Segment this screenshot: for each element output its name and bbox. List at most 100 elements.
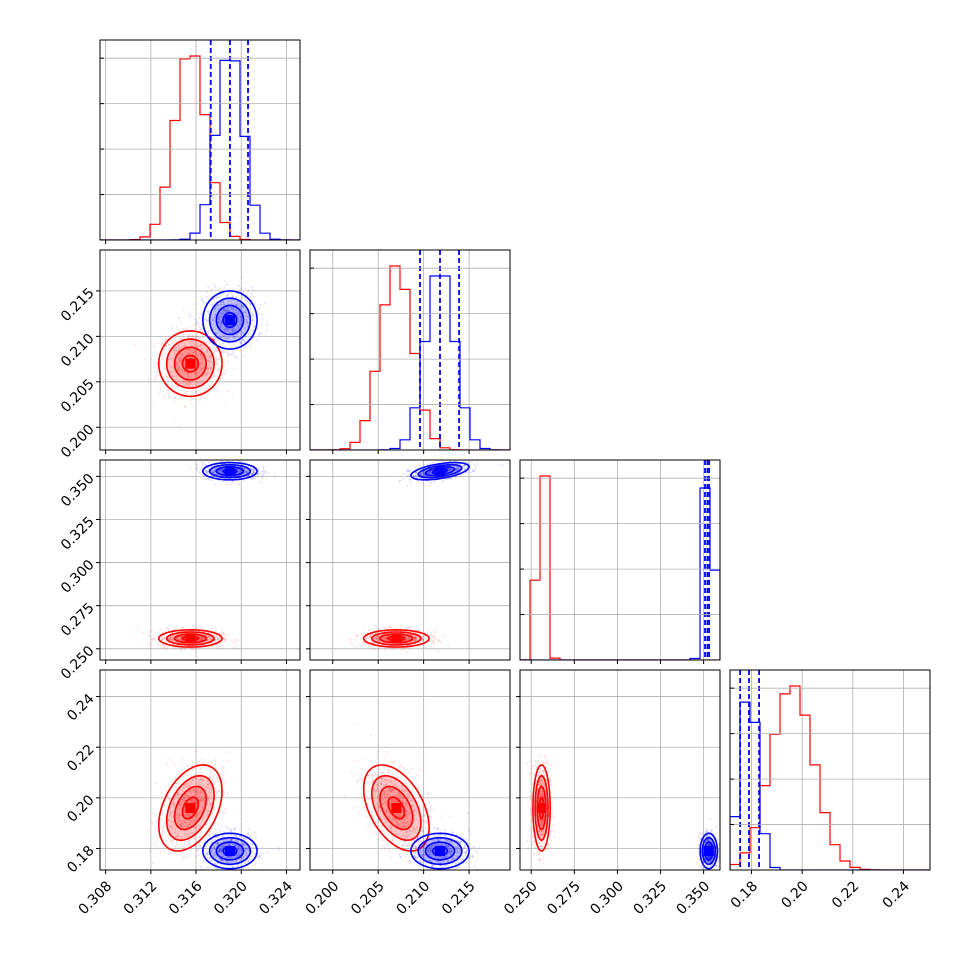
sample-point: [197, 381, 200, 384]
sample-point: [254, 831, 257, 834]
sample-point: [433, 628, 436, 631]
sample-point: [195, 349, 198, 352]
sample-point: [199, 354, 202, 356]
sample-point: [244, 298, 247, 301]
sample-point: [221, 628, 224, 631]
sample-point: [173, 640, 176, 643]
sample-point: [183, 350, 186, 353]
sample-point: [241, 304, 244, 307]
sample-point: [362, 627, 365, 630]
sample-point: [174, 349, 177, 352]
sample-point: [178, 358, 181, 361]
sample-point: [153, 345, 156, 348]
sample-point: [184, 344, 187, 347]
sample-point: [155, 827, 158, 830]
sample-point: [207, 331, 209, 334]
sample-point: [179, 353, 181, 356]
sample-point: [197, 345, 200, 348]
sample-point: [202, 359, 205, 362]
sample-point: [222, 303, 225, 305]
sample-point: [251, 289, 254, 291]
sample-point: [249, 303, 252, 306]
sample-point: [163, 367, 166, 370]
sample-point: [201, 300, 204, 303]
sample-point: [183, 405, 186, 408]
sample-point: [226, 792, 229, 795]
sample-point: [230, 302, 233, 304]
sample-point: [200, 639, 203, 642]
sample-point: [188, 385, 191, 388]
sample-point: [194, 318, 197, 321]
sample-point: [224, 309, 226, 312]
sample-point: [217, 342, 220, 345]
sample-point: [250, 478, 253, 481]
sample-point: [144, 346, 147, 349]
sample-point: [167, 392, 170, 395]
sample-point: [236, 292, 239, 295]
sample-point: [222, 301, 225, 304]
sample-point: [189, 466, 192, 469]
sample-point: [182, 382, 185, 385]
sample-point: [228, 751, 231, 754]
sample-point: [178, 356, 181, 359]
sample-point: [211, 318, 214, 321]
sample-point: [158, 392, 160, 395]
sample-point: [212, 347, 215, 350]
sample-point: [407, 470, 410, 473]
sample-point: [214, 337, 217, 340]
sample-point: [266, 323, 269, 326]
sample-point: [183, 342, 186, 345]
sample-point: [265, 850, 268, 853]
sample-point: [230, 346, 233, 349]
sample-point: [224, 639, 227, 642]
sample-point: [439, 640, 442, 643]
sample-point: [206, 351, 209, 354]
sample-point: [185, 372, 188, 374]
sample-point: [437, 639, 440, 642]
sample-point: [218, 316, 221, 319]
sample-point: [239, 315, 242, 318]
sample-point: [200, 636, 203, 639]
sample-point: [158, 641, 161, 644]
sample-point: [214, 368, 217, 371]
sample-point: [213, 338, 216, 341]
sample-point: [349, 638, 352, 641]
sample-point: [189, 340, 192, 343]
sample-point: [188, 313, 191, 316]
sample-point: [200, 353, 203, 356]
sample-point: [193, 303, 196, 306]
y-tick-label: 0.275: [58, 600, 98, 640]
sample-point: [203, 352, 206, 355]
sample-point: [161, 358, 164, 361]
sample-point: [187, 353, 190, 355]
sample-point: [223, 303, 226, 306]
sample-point: [224, 309, 227, 312]
sample-point: [233, 367, 236, 370]
sample-point: [232, 395, 235, 398]
sample-point: [188, 348, 191, 351]
sample-point: [195, 468, 198, 471]
sample-point: [180, 357, 183, 360]
sample-point: [200, 636, 202, 639]
sample-point: [212, 387, 215, 390]
sample-point: [210, 628, 213, 631]
sample-point: [201, 637, 204, 640]
sample-point: [169, 636, 172, 639]
sample-point: [198, 337, 201, 340]
sample-point: [194, 372, 197, 375]
sample-point: [194, 351, 197, 354]
sample-point: [160, 343, 163, 346]
sample-point: [237, 317, 240, 320]
y-tick-label: 0.200: [58, 422, 98, 462]
sample-point: [239, 306, 242, 309]
sample-point: [471, 468, 474, 471]
sample-point: [200, 357, 203, 360]
sample-point: [240, 276, 243, 279]
sample-point: [220, 324, 223, 326]
sample-point: [234, 328, 237, 331]
sample-point: [220, 825, 223, 828]
sample-point: [224, 369, 227, 372]
sample-point: [198, 760, 200, 763]
sample-point: [199, 366, 202, 369]
sample-point: [218, 307, 221, 310]
